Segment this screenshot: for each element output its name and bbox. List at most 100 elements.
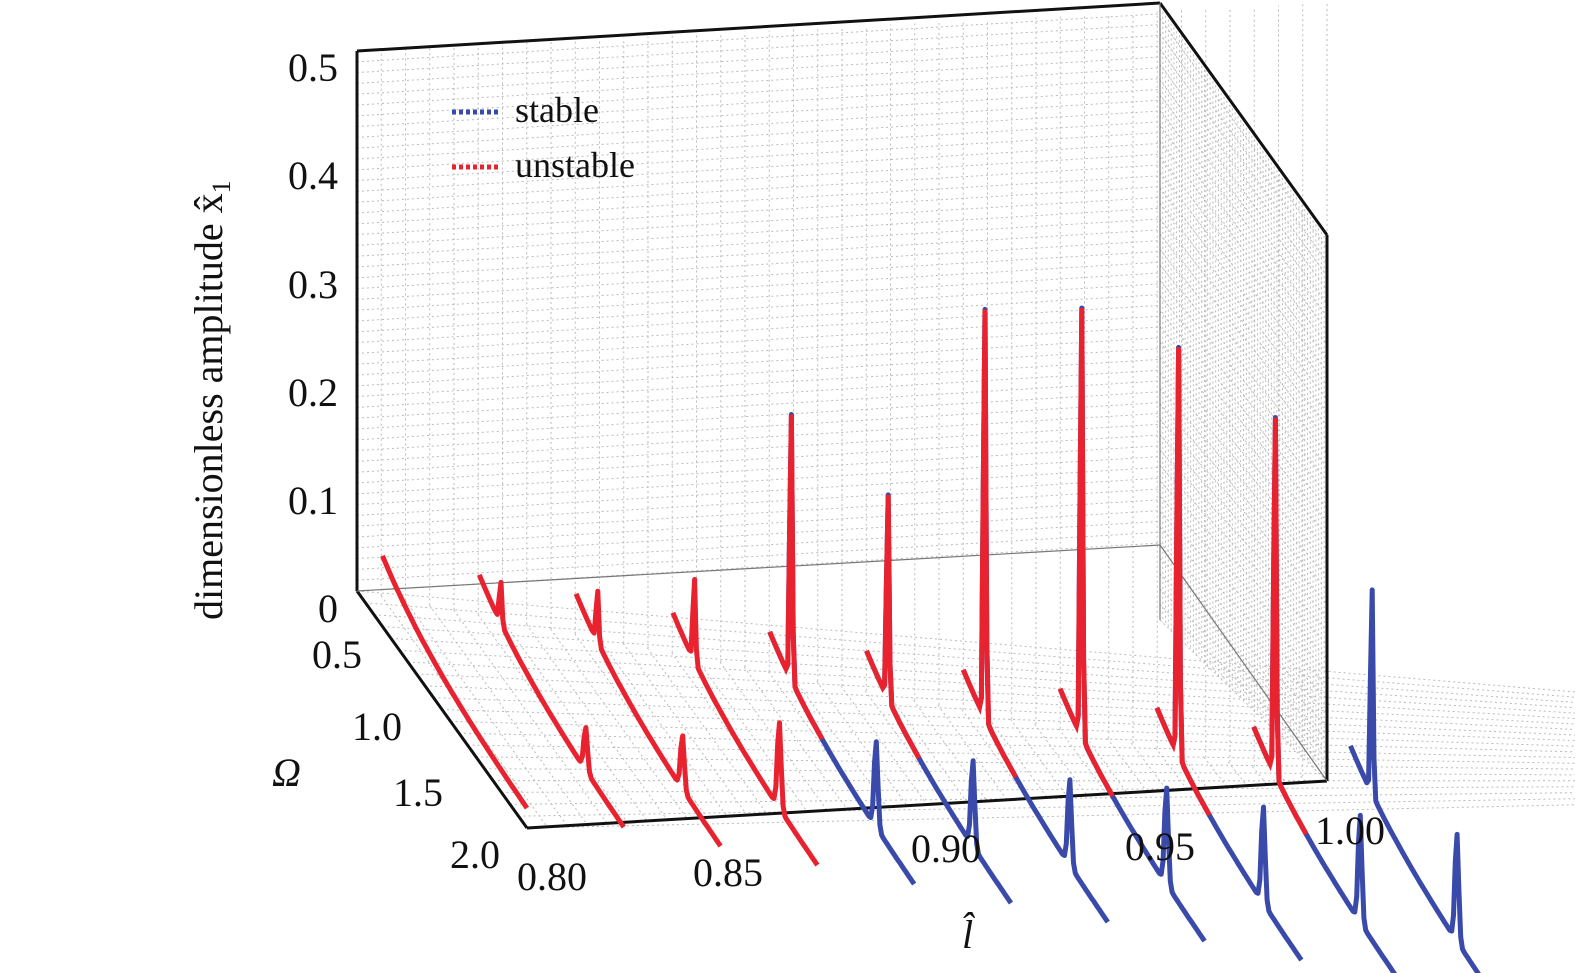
grid-line [1159, 48, 1328, 277]
grid-line [1159, 264, 1328, 468]
z-axis-title: dimensionless amplitude x̂1 [186, 180, 236, 620]
grid-line [1159, 110, 1328, 331]
x-tick-label: 0.95 [1125, 824, 1195, 869]
grid-line [1159, 64, 1328, 290]
grid-line [356, 402, 1161, 452]
grid-line [985, 714, 1048, 798]
grid-line [356, 466, 1161, 516]
frame-edge [1159, 544, 1328, 782]
grid-line [1227, 761, 1248, 787]
grid-line [1159, 372, 1328, 563]
grid-line [1159, 156, 1328, 372]
grid-line [509, 792, 1575, 805]
grid-line [484, 768, 1575, 776]
grid-line [1159, 295, 1328, 495]
grid-line [441, 709, 1575, 747]
grid-line [356, 250, 1161, 300]
grid-line [356, 456, 1161, 506]
grid-line [1159, 141, 1328, 359]
grid-line [1159, 419, 1328, 604]
grid-line [356, 358, 1161, 408]
grid-line [356, 261, 1161, 311]
grid-line [356, 78, 1161, 128]
series-line [380, 554, 530, 810]
z-tick-label: 0.2 [288, 370, 338, 415]
legend: stable unstable [452, 90, 635, 185]
grid-line [1159, 33, 1328, 263]
grid-line [501, 619, 648, 822]
x-tick-label: 1.00 [1315, 808, 1385, 853]
z-tick-label: 0 [318, 586, 338, 631]
frame-edge [356, 1, 1161, 53]
grid-line [1159, 480, 1328, 659]
grid-line [356, 590, 1575, 693]
grid-line [1159, 357, 1328, 550]
grid-line [356, 380, 1161, 430]
grid-line [622, 642, 748, 816]
grid-line [453, 609, 608, 824]
grid-line [356, 207, 1161, 257]
series-line [476, 573, 626, 829]
grid-line [365, 602, 1575, 698]
series-line-unstable-segment [864, 494, 922, 760]
grid-line [373, 614, 1575, 703]
grid-line [888, 695, 968, 803]
grid-line [356, 153, 1161, 203]
grid-line [598, 638, 728, 817]
grid-line [1159, 79, 1328, 304]
z-tick-label: 0.3 [288, 262, 338, 307]
grid-line [356, 510, 1161, 560]
grid-line [1159, 511, 1328, 686]
grid-line [356, 499, 1161, 549]
grid-line [356, 488, 1161, 538]
grid-line [792, 676, 888, 808]
series-line-unstable-segment [1251, 417, 1309, 836]
y-tick-label: 2.0 [450, 832, 500, 877]
grid-line [356, 304, 1161, 354]
grid-line [356, 348, 1161, 398]
z-axis-title-subscript: 1 [207, 180, 236, 193]
series-line-unstable-segment [1154, 347, 1212, 817]
grid-line [1159, 172, 1328, 386]
grid-line [356, 391, 1161, 441]
grid-line [356, 121, 1161, 171]
grid-line [404, 600, 568, 826]
grid-line [1159, 234, 1328, 441]
grid-line [356, 186, 1161, 236]
grid-line [356, 531, 1161, 581]
grid-line [1159, 619, 1328, 782]
grid-line [1082, 733, 1128, 794]
legend-unstable-label: unstable [515, 145, 635, 185]
grid-line [356, 423, 1161, 473]
grid-line [1203, 756, 1228, 788]
z-tick-label: 0.4 [288, 153, 338, 198]
grid-line [1131, 742, 1168, 791]
grid-line [646, 647, 768, 815]
grid-line [356, 337, 1161, 387]
x-tick-label: 0.80 [517, 854, 587, 899]
grid-line [1159, 604, 1328, 768]
grid-line [356, 240, 1161, 290]
grid-line [961, 709, 1028, 799]
grid-line [356, 110, 1161, 160]
grid-line [356, 56, 1161, 106]
grid-line [382, 626, 1575, 709]
grid-line [407, 661, 1575, 725]
grid-line [816, 680, 908, 806]
frame-edge [355, 590, 529, 829]
grid-line [356, 520, 1161, 570]
grid-line [550, 628, 688, 819]
grid-line [1159, 588, 1328, 755]
grid-line [1058, 728, 1108, 795]
grid-line [356, 13, 1161, 63]
series-line-unstable-segment [960, 309, 1018, 779]
legend-stable-label: stable [515, 90, 599, 130]
grid-line [743, 666, 848, 810]
grid-line [467, 744, 1575, 764]
grid-line [1159, 449, 1328, 632]
grid-line [719, 661, 828, 811]
grid-line [356, 445, 1161, 495]
grid-line [1159, 95, 1328, 318]
grid-line [356, 369, 1161, 419]
y-tick-label: 1.0 [352, 704, 402, 749]
